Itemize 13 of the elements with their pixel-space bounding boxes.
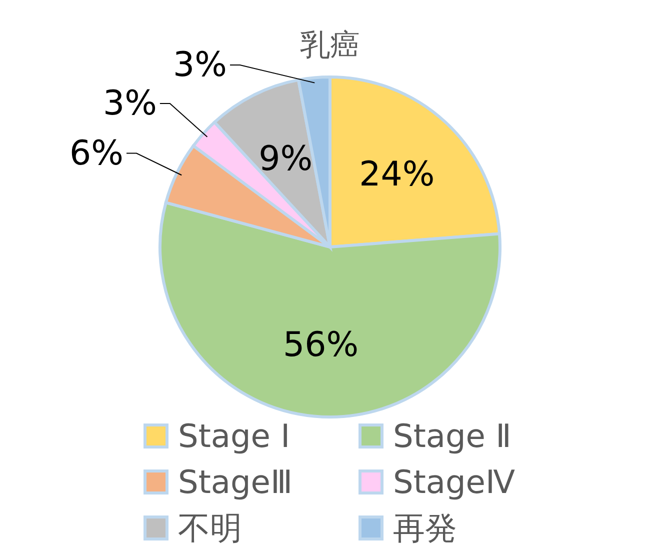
legend-label: 不明 xyxy=(178,509,242,547)
chart-title: 乳癌 xyxy=(300,28,360,63)
legend-label: StageⅣ xyxy=(393,463,516,501)
data-label: 24% xyxy=(359,154,435,195)
data-label: 3% xyxy=(102,83,157,124)
legend-label: Stage Ⅰ xyxy=(178,417,290,455)
data-label: 3% xyxy=(173,45,227,85)
legend-label: StageⅢ xyxy=(178,463,293,501)
data-label: 9% xyxy=(258,138,313,179)
legend-label: Stage Ⅱ xyxy=(393,417,512,455)
data-label: 56% xyxy=(283,325,359,366)
legend-label: 再発 xyxy=(393,509,457,547)
data-label: 6% xyxy=(70,133,124,174)
